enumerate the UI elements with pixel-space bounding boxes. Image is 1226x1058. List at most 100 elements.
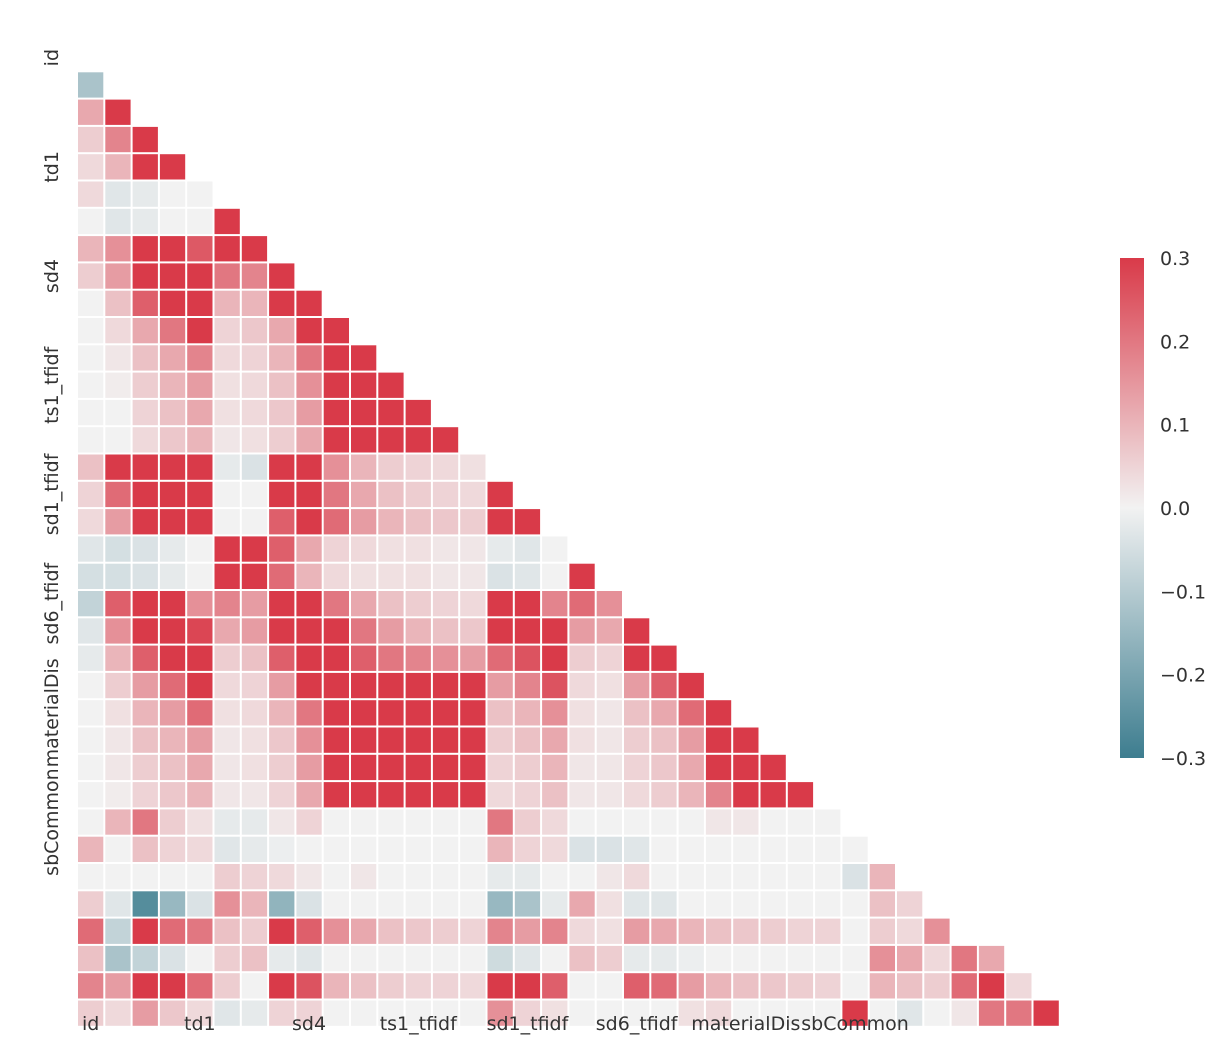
heatmap-cell [296,563,322,589]
colorbar-tick-label: −0.2 [1160,665,1206,687]
heatmap-cell [78,427,104,453]
heatmap-cell [241,945,268,972]
heatmap-cell [787,809,814,835]
heatmap-cell [432,509,459,535]
heatmap-cell [132,1000,158,1026]
heatmap-cell [624,782,650,808]
heatmap-cell [378,864,404,890]
heatmap-cell [378,700,404,726]
heatmap-cell [487,891,513,917]
heatmap-cell [159,727,186,753]
heatmap-cell [787,1000,814,1026]
heatmap-cell [187,754,213,781]
heatmap-cell [596,945,622,972]
heatmap-cell [296,591,322,617]
heatmap-cell [323,399,349,426]
heatmap-cell [159,700,186,726]
heatmap-cell [514,563,541,589]
heatmap-cell [323,645,349,671]
heatmap-cell [651,836,677,862]
x-tick-label: td1 [184,1013,216,1035]
heatmap-cell [487,645,513,671]
heatmap-cell [105,891,131,917]
heatmap-cell [869,891,895,917]
heatmap-cell [296,754,322,781]
heatmap-cell [78,563,104,589]
heatmap-cell [596,618,622,644]
heatmap-cell [296,973,322,999]
heatmap-cell [760,754,786,781]
heatmap-cell [105,318,131,344]
heatmap-cell [105,481,131,508]
heatmap-cell [187,891,213,917]
heatmap-cell [487,591,513,617]
colorbar [1120,258,1144,758]
heatmap-cell [460,864,486,890]
heatmap-cell [842,945,868,972]
heatmap-cell [241,618,268,644]
heatmap-cell [760,891,786,917]
heatmap-cell [596,918,622,944]
heatmap-cell [105,645,131,671]
heatmap-cell [323,700,349,726]
heatmap-cell [542,864,568,890]
heatmap-cell [624,891,650,917]
heatmap-cell [678,945,704,972]
heatmap-cell [924,1000,950,1026]
x-tick-label: sd4 [292,1013,326,1035]
heatmap-cell [269,672,295,699]
heatmap-cell [787,836,814,862]
heatmap-cell [624,918,650,944]
heatmap-cell [187,318,213,344]
heatmap-cell [842,973,868,999]
heatmap-cell [733,945,759,972]
heatmap-cell [187,345,213,371]
heatmap-cell [105,399,131,426]
heatmap-cell [460,454,486,480]
heatmap-cell [1006,1000,1032,1026]
x-tick-label: sd6_tfidf [596,1013,679,1035]
heatmap-cell [487,809,513,835]
heatmap-cell [624,672,650,699]
heatmap-cell [159,263,186,289]
heatmap-cell [787,973,814,999]
heatmap-cell [351,509,377,535]
heatmap-cell [78,481,104,508]
heatmap-cell [159,782,186,808]
heatmap-cell [514,1000,541,1026]
heatmap-cell [187,672,213,699]
heatmap-cell [187,782,213,808]
heatmap-cell [351,809,377,835]
heatmap-cell [351,427,377,453]
heatmap-cell [460,918,486,944]
heatmap-cell [132,126,158,153]
heatmap-cell [514,754,541,781]
heatmap-cell [296,945,322,972]
heatmap-cell [651,918,677,944]
heatmap-cell [978,1000,1005,1026]
heatmap-cell [187,399,213,426]
heatmap-cell [596,782,622,808]
heatmap-cell [705,782,732,808]
heatmap-cell [460,1000,486,1026]
heatmap-cell [842,918,868,944]
heatmap-cell [78,345,104,371]
heatmap-cell [78,263,104,289]
heatmap-cell [132,809,158,835]
heatmap-cell [241,836,268,862]
heatmap-cell [241,700,268,726]
heatmap-cell [378,509,404,535]
heatmap-cell [542,645,568,671]
heatmap-cell [214,645,240,671]
heatmap-cell [514,891,541,917]
heatmap-cell [105,454,131,480]
heatmap-cell [487,918,513,944]
heatmap-cell [678,864,704,890]
heatmap-cell [460,891,486,917]
heatmap-cell [296,509,322,535]
heatmap-cell [105,754,131,781]
heatmap-cell [269,1000,295,1026]
heatmap-cell [132,427,158,453]
heatmap-cell [787,918,814,944]
